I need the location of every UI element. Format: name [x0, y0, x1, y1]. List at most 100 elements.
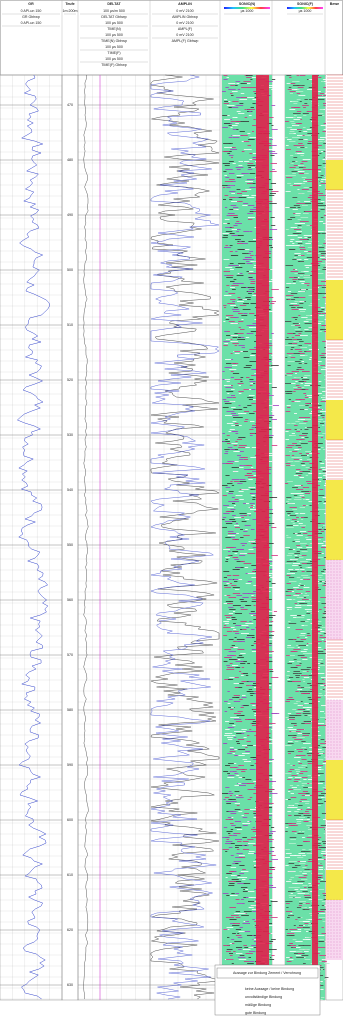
sonic-stripe: [289, 929, 297, 930]
sonic-stripe: [299, 435, 307, 436]
sonic-stripe: [253, 497, 256, 498]
bond-dot: [337, 903, 338, 904]
sonic-stripe: [297, 429, 301, 430]
sonic-stripe: [239, 273, 242, 274]
bond-dot: [340, 745, 341, 746]
bond-dot: [337, 709, 338, 710]
sonic-stripe: [297, 689, 302, 690]
bond-dot: [340, 912, 341, 913]
sonic-stripe: [253, 383, 256, 384]
bond-dot: [334, 957, 335, 958]
sonic-stripe: [300, 889, 307, 890]
sonic-stripe: [248, 947, 253, 948]
sonic-stripe: [303, 791, 308, 792]
sonic-stripe: [285, 345, 293, 346]
sonic-stripe: [237, 193, 242, 194]
sonic-stripe: [226, 819, 234, 820]
sonic-stripe: [227, 397, 233, 398]
bond-dot: [334, 635, 335, 636]
bond-dot: [334, 730, 335, 731]
sonic-stripe: [235, 661, 243, 662]
depth-label: 600: [67, 818, 73, 822]
track-scale: 0 API-un 150: [21, 21, 42, 25]
bond-dot: [340, 602, 341, 603]
sonic-stripe: [305, 383, 312, 384]
sonic-stripe: [226, 523, 232, 524]
sonic-stripe: [231, 939, 234, 940]
sonic-stripe: [238, 437, 245, 438]
sonic-stripe: [232, 835, 237, 836]
sonic-stripe: [294, 169, 299, 170]
sonic-stripe: [269, 611, 274, 612]
sonic-stripe: [243, 535, 249, 536]
sonic-stripe: [243, 897, 245, 898]
sonic-stripe: [225, 165, 230, 166]
sonic-stripe: [271, 225, 276, 226]
bond-dot: [328, 921, 329, 922]
sonic-stripe: [229, 199, 232, 200]
sonic-stripe: [287, 679, 290, 680]
sonic-stripe: [303, 927, 310, 928]
sonic-stripe: [228, 293, 235, 294]
sonic-stripe: [288, 291, 291, 292]
sonic-stripe: [232, 323, 238, 324]
sonic-stripe: [285, 701, 289, 702]
sonic-stripe: [227, 303, 235, 304]
sonic-stripe: [301, 621, 306, 622]
sonic-stripe: [252, 705, 256, 706]
sonic-stripe: [233, 471, 238, 472]
sonic-stripe: [290, 877, 294, 878]
sonic-stripe: [235, 123, 239, 124]
sonic-stripe: [293, 113, 301, 114]
sonic-stripe: [222, 91, 226, 92]
sonic-stripe: [319, 917, 326, 918]
bond-dot: [334, 912, 335, 913]
sonic-stripe: [294, 499, 302, 500]
sonic-stripe: [321, 739, 325, 740]
sonic-stripe: [308, 345, 311, 346]
sonic-stripe: [290, 91, 296, 92]
sonic-stripe: [251, 645, 253, 646]
sonic-stripe: [302, 465, 306, 466]
sonic-stripe: [227, 595, 231, 596]
sonic-stripe: [303, 471, 311, 472]
bond-dot: [337, 942, 338, 943]
sonic-stripe: [293, 209, 298, 210]
sonic-stripe: [250, 283, 255, 284]
sonic-stripe: [245, 519, 249, 520]
sonic-stripe: [222, 837, 229, 838]
sonic-stripe: [224, 123, 230, 124]
sonic-stripe: [227, 77, 229, 78]
sonic-stripe: [237, 283, 243, 284]
sonic-stripe: [290, 837, 297, 838]
sonic-stripe: [300, 249, 306, 250]
bond-dot: [337, 700, 338, 701]
sonic-stripe: [304, 429, 308, 430]
sonic-stripe: [297, 809, 301, 810]
sonic-stripe: [244, 411, 249, 412]
sonic-stripe: [285, 137, 288, 138]
sonic-stripe: [319, 221, 323, 222]
sonic-stripe: [302, 189, 309, 190]
sonic-stripe: [293, 939, 297, 940]
sonic-stripe: [305, 419, 311, 420]
sonic-stripe: [222, 527, 227, 528]
sonic-stripe: [245, 117, 248, 118]
bond-dot: [337, 632, 338, 633]
sonic-stripe: [294, 183, 302, 184]
bond-dot: [340, 703, 341, 704]
sonic-stripe: [242, 597, 248, 598]
bond-dot: [337, 599, 338, 600]
sonic-stripe: [226, 959, 233, 960]
sonic-stripe: [304, 103, 307, 104]
bond-class: [326, 160, 343, 190]
sonic-stripe: [232, 879, 239, 880]
sonic-stripe: [290, 785, 293, 786]
sonic-stripe: [239, 857, 245, 858]
sonic-stripe: [269, 139, 272, 140]
sonic-stripe: [234, 773, 238, 774]
sonic-stripe: [288, 753, 291, 754]
sonic-stripe: [270, 847, 274, 848]
sonic-stripe: [300, 275, 303, 276]
sonic-stripe: [300, 477, 304, 478]
